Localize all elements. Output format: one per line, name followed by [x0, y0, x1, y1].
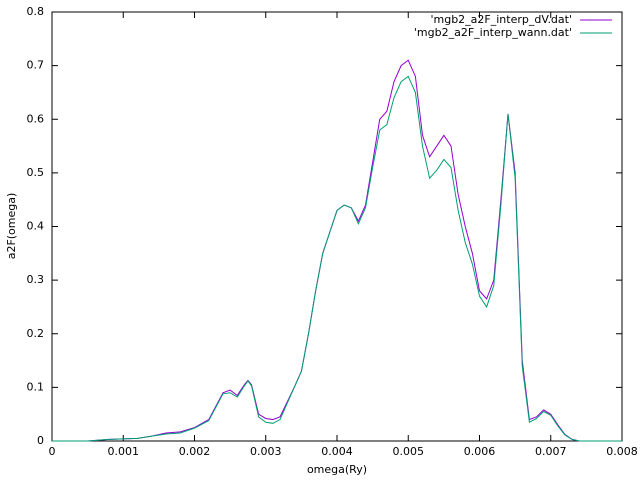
y-tick-label: 0.6 [27, 112, 45, 125]
y-tick-label: 0.7 [27, 59, 45, 72]
x-tick-label: 0.005 [393, 445, 425, 458]
plot-frame [51, 11, 623, 442]
series-line [52, 75, 622, 442]
series-line [52, 59, 622, 442]
x-tick-label: 0.008 [606, 445, 638, 458]
legend-label: 'mgb2_a2F_interp_wann.dat' [414, 26, 572, 39]
x-tick-label: 0 [49, 445, 56, 458]
x-tick-label: 0.003 [250, 445, 282, 458]
x-tick-label: 0.002 [179, 445, 211, 458]
legend-label: 'mgb2_a2F_interp_dV.dat' [430, 13, 572, 26]
x-tick-label: 0.004 [321, 445, 353, 458]
x-axis-label: omega(Ry) [307, 463, 367, 476]
y-tick-label: 0.1 [27, 380, 45, 393]
y-tick-label: 0.8 [27, 5, 45, 18]
y-tick-label: 0 [37, 434, 44, 447]
y-tick-label: 0.4 [27, 220, 45, 233]
x-tick-label: 0.007 [535, 445, 567, 458]
y-tick-label: 0.2 [27, 327, 45, 340]
x-tick-label: 0.001 [108, 445, 140, 458]
y-tick-label: 0.3 [27, 273, 45, 286]
x-tick-label: 0.006 [464, 445, 496, 458]
y-tick-label: 0.5 [27, 166, 45, 179]
y-axis-label: a2F(omega) [5, 193, 18, 260]
